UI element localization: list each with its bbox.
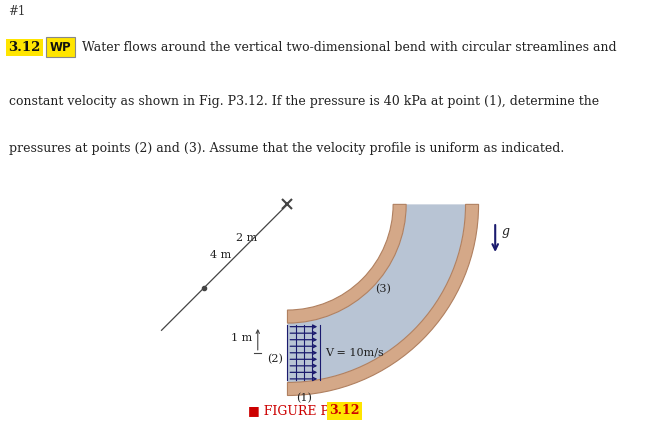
Wedge shape [288,204,465,382]
Text: 3.12: 3.12 [9,41,41,54]
Text: constant velocity as shown in Fig. P3.12. If the pressure is 40 kPa at point (1): constant velocity as shown in Fig. P3.12… [9,95,599,108]
Wedge shape [288,204,478,396]
Wedge shape [288,204,406,323]
Text: ■ FIGURE P: ■ FIGURE P [248,404,329,418]
Text: WP: WP [49,41,71,54]
Text: 3.12: 3.12 [329,404,359,418]
Text: 1 m: 1 m [230,333,252,343]
Text: 2 m: 2 m [236,233,257,243]
Text: V = 10m/s: V = 10m/s [325,348,384,358]
Text: (1): (1) [296,393,312,404]
Text: (2): (2) [267,354,283,364]
Text: g: g [501,225,509,238]
Text: Water flows around the vertical two-dimensional bend with circular streamlines a: Water flows around the vertical two-dime… [78,41,617,54]
Text: (3): (3) [376,284,392,294]
Text: 4 m: 4 m [211,250,232,260]
Text: #1: #1 [9,5,26,18]
Text: pressures at points (2) and (3). Assume that the velocity profile is uniform as : pressures at points (2) and (3). Assume … [9,142,564,156]
